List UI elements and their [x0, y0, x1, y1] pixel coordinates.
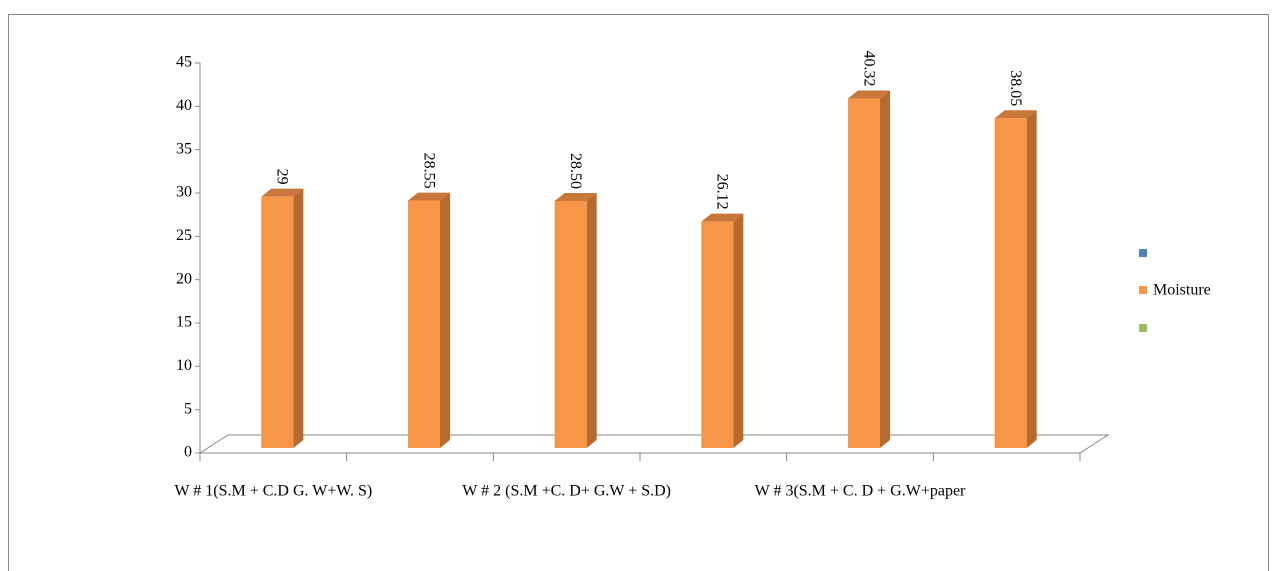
value-label: 40.32	[860, 51, 877, 87]
bar-top	[408, 192, 450, 201]
bar-side	[440, 192, 450, 448]
x-tick-label: W # 3(S.M + C. D + G.W+paper	[755, 483, 966, 500]
value-label: 28.55	[420, 153, 437, 189]
bar-side	[1026, 110, 1037, 448]
y-tick-label: 25	[176, 227, 192, 244]
value-label: 28.50	[567, 153, 584, 189]
y-tick-label: 20	[176, 270, 192, 287]
y-tick-label: 15	[176, 314, 192, 331]
y-tick-label: 5	[184, 400, 192, 417]
bar	[261, 196, 294, 448]
legend-swatch	[1139, 324, 1147, 332]
bar-top	[848, 90, 890, 99]
bar-side	[880, 90, 890, 448]
bar-top	[554, 193, 597, 201]
y-tick-label: 30	[176, 184, 192, 201]
bar	[408, 200, 440, 448]
bar-side	[586, 193, 597, 448]
y-tick-label: 0	[184, 444, 192, 461]
y-tick-label: 40	[176, 97, 192, 114]
y-tick-label: 10	[176, 357, 192, 374]
bar	[554, 201, 587, 448]
bar	[701, 221, 734, 448]
y-tick-label: 45	[176, 54, 192, 71]
bar-side	[293, 188, 304, 448]
bar-top	[261, 188, 304, 197]
legend-swatch	[1139, 286, 1147, 294]
value-label: 29	[274, 169, 291, 185]
x-tick-label: W # 2 (S.M +C. D+ G.W + S.D)	[462, 483, 671, 500]
chart-frame	[8, 14, 1269, 571]
x-tick-label: W # 1(S.M + C.D G. W+W. S)	[174, 483, 372, 500]
y-tick-label: 35	[176, 140, 192, 157]
value-label: 26.12	[714, 174, 731, 210]
legend-label: Moisture	[1153, 282, 1211, 299]
bar-top	[701, 213, 744, 222]
value-label: 38.05	[1007, 70, 1024, 106]
bar	[994, 118, 1027, 448]
bar-side	[733, 213, 744, 448]
bar	[848, 98, 880, 448]
legend-swatch	[1139, 249, 1147, 257]
bar-top	[994, 110, 1037, 119]
floor	[198, 434, 1110, 454]
